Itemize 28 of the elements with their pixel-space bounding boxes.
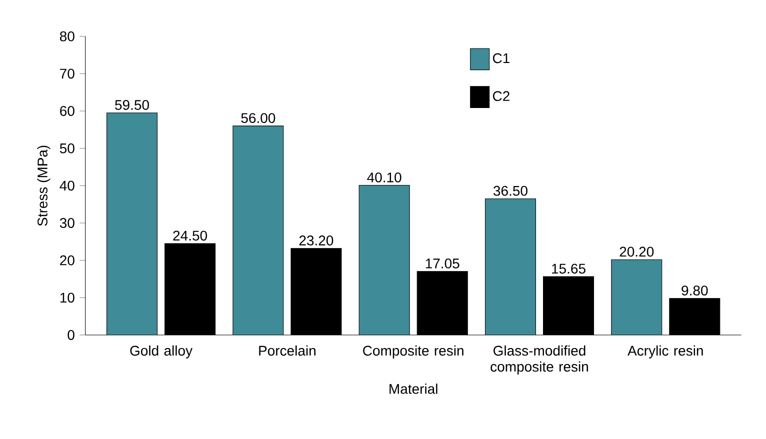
y-axis-title: Stress (MPa) [37, 146, 50, 226]
data-label: 56.00 [241, 113, 276, 124]
data-label: 17.05 [426, 258, 460, 268]
y-tick-label: 20 [60, 255, 74, 266]
legend-label: C2 [492, 91, 510, 102]
x-tick-label: Composite resin [363, 345, 464, 358]
x-tick-label: Gold alloy [130, 345, 192, 358]
y-tick-label: 70 [60, 68, 74, 79]
x-tick-label: Porcelain [259, 345, 316, 356]
y-tick-label: 30 [60, 218, 74, 228]
y-tick-label: 10 [60, 292, 74, 303]
y-tick-label: 40 [60, 180, 74, 191]
x-tick-label: Glass-modified composite resin [490, 345, 588, 374]
data-label: 15.65 [552, 264, 586, 274]
data-label: 36.50 [493, 186, 528, 196]
x-axis-title: Material [390, 384, 438, 394]
y-tick-label: 80 [60, 31, 74, 42]
legend-label: C1 [492, 53, 510, 64]
x-tick-label: Acrylic resin [628, 345, 703, 358]
data-label: 23.20 [299, 236, 334, 246]
data-label: 9.80 [682, 286, 708, 296]
y-tick-label: 50 [60, 143, 74, 154]
data-label: 40.10 [367, 172, 402, 182]
data-label: 59.50 [115, 100, 149, 110]
data-label: 24.50 [173, 230, 208, 241]
y-tick-label: 0 [68, 330, 74, 340]
data-label: 20.20 [620, 246, 654, 257]
y-tick-label: 60 [60, 106, 74, 116]
